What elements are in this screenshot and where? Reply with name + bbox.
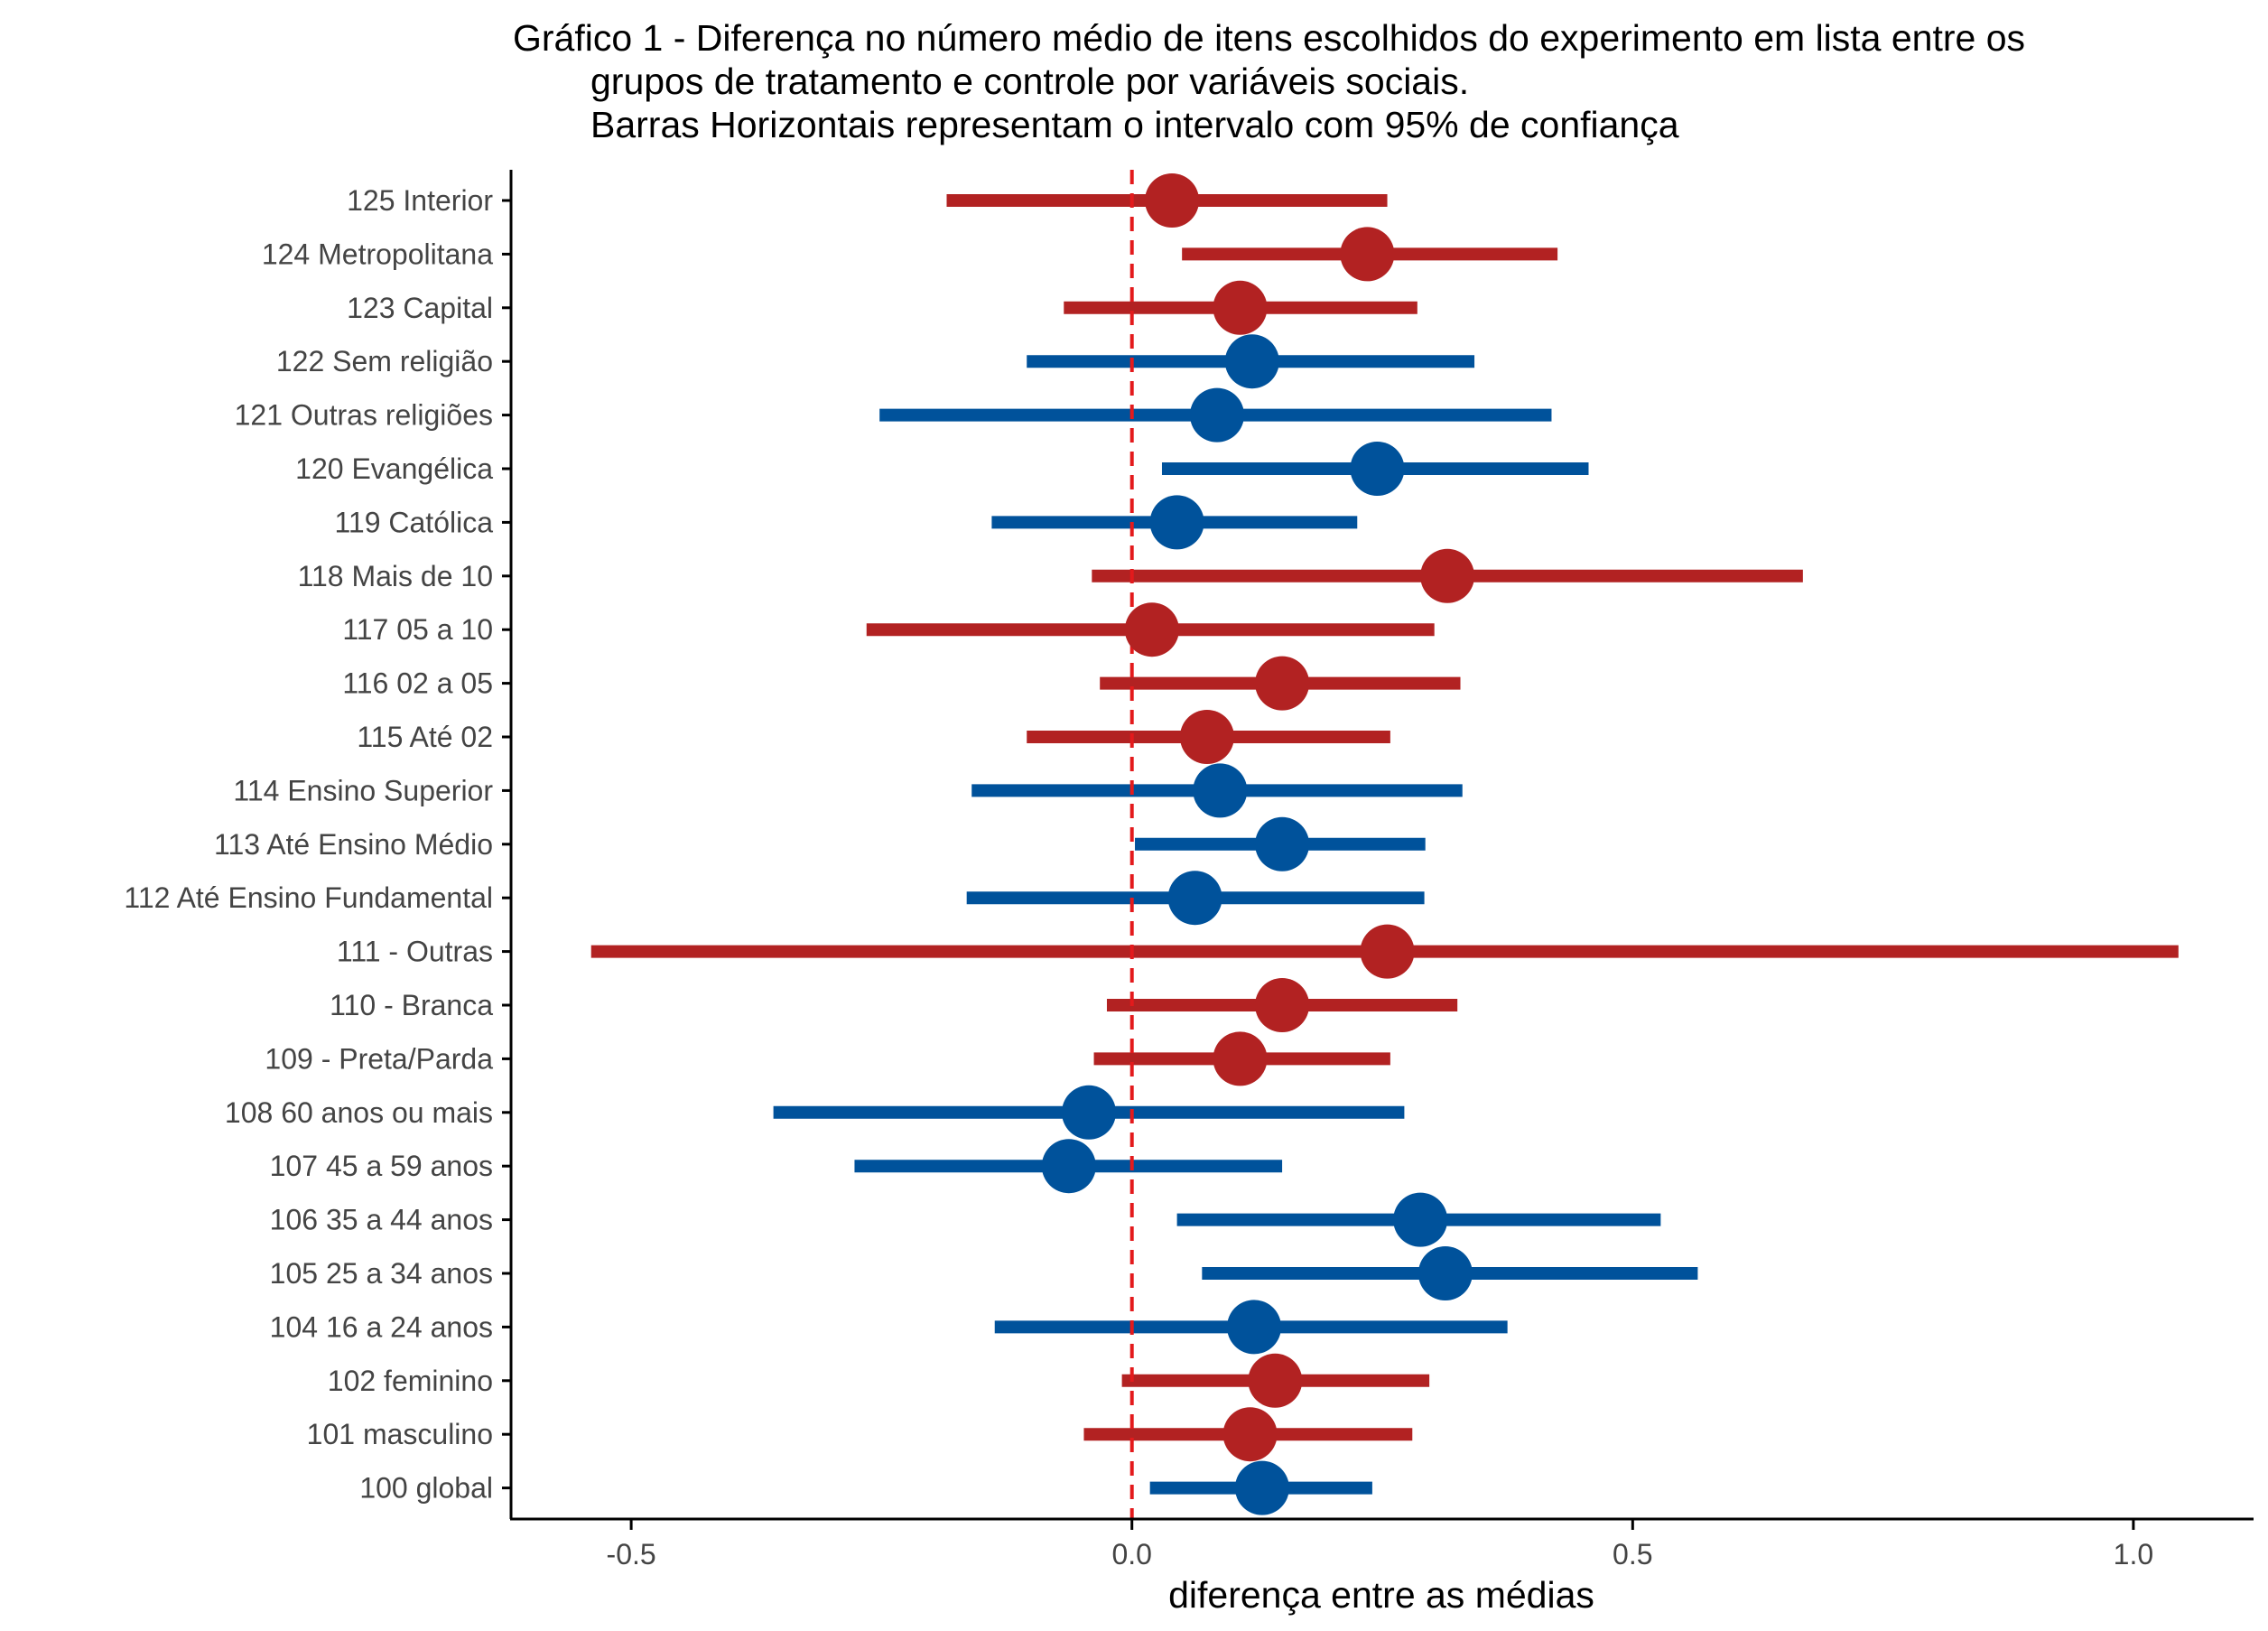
estimate-point	[1360, 924, 1415, 979]
estimate-point	[1340, 227, 1395, 282]
estimate-point	[1248, 1353, 1303, 1408]
estimate-point	[1145, 173, 1200, 228]
y-tick-label: 110 - Branca	[330, 989, 493, 1021]
estimate-point	[1124, 602, 1179, 657]
chart-title-line-3: Barras Horizontais representam o interva…	[590, 104, 1679, 145]
y-tick-label: 101 masculino	[307, 1418, 493, 1450]
y-axis-ticks: 125 Interior 124 Metropolitana 123 Capital…	[124, 184, 511, 1505]
y-tick-label: 119 Católica	[334, 506, 493, 538]
y-tick-label: 105 25 a 34 anos	[270, 1257, 493, 1290]
estimate-point	[1062, 1085, 1117, 1140]
estimate-point	[1393, 1192, 1448, 1247]
estimate-point	[1255, 978, 1310, 1032]
x-tick-label: 1.0	[2114, 1538, 2153, 1570]
x-tick-label: -0.5	[607, 1538, 656, 1570]
estimate-point	[1213, 280, 1268, 335]
chart-title-line-2: grupos de tratamento e controle por vari…	[590, 61, 1470, 102]
estimate-point	[1420, 548, 1475, 603]
y-tick-label: 124 Metropolitana	[262, 238, 493, 270]
y-tick-label: 120 Evangélica	[295, 452, 493, 485]
y-tick-label: 117 05 a 10	[342, 613, 493, 646]
y-tick-label: 113 Até Ensino Médio	[214, 828, 493, 861]
y-tick-label: 122 Sem religião	[276, 345, 493, 377]
y-tick-label: 112 Até Ensino Fundamental	[124, 881, 493, 914]
estimate-point	[1234, 1460, 1289, 1515]
estimate-point	[1255, 656, 1310, 711]
y-tick-label: 109 - Preta/Parda	[265, 1042, 493, 1075]
y-tick-label: 107 45 a 59 anos	[270, 1150, 493, 1182]
estimate-point	[1213, 1031, 1268, 1086]
estimate-point	[1193, 763, 1248, 818]
y-tick-label: 111 - Outras	[337, 936, 493, 968]
estimate-point	[1179, 710, 1234, 764]
estimate-point	[1149, 495, 1204, 550]
x-axis-label: diferença entre as médias	[1168, 1574, 1594, 1616]
y-tick-label: 121 Outras religiões	[235, 399, 493, 432]
x-tick-label: 0.0	[1111, 1538, 1151, 1570]
y-tick-label: 116 02 a 05	[342, 667, 493, 700]
estimate-point	[1227, 1300, 1282, 1355]
y-tick-label: 102 feminino	[328, 1365, 493, 1397]
y-tick-label: 114 Ensino Superior	[233, 774, 493, 806]
x-axis-ticks: -0.5 0.0 0.5 1.0	[607, 1519, 2153, 1570]
estimate-point	[1224, 334, 1279, 389]
estimate-point	[1350, 442, 1405, 496]
plot-points	[1041, 173, 1475, 1515]
y-tick-label: 115 Até 02	[357, 721, 493, 753]
y-tick-label: 100 global	[359, 1472, 493, 1505]
chart-title-line-1: Gráfico 1 - Diferença no número médio de…	[513, 17, 2026, 59]
estimate-point	[1222, 1407, 1278, 1462]
estimate-point	[1167, 871, 1222, 926]
y-tick-label: 108 60 anos ou mais	[225, 1096, 493, 1129]
estimate-point	[1418, 1246, 1473, 1300]
y-tick-label: 106 35 a 44 anos	[270, 1204, 493, 1236]
estimate-point	[1041, 1139, 1096, 1194]
y-tick-label: 118 Mais de 10	[298, 560, 493, 592]
plot-rows	[590, 194, 2179, 1495]
x-tick-label: 0.5	[1613, 1538, 1652, 1570]
y-tick-label: 123 Capital	[347, 292, 493, 324]
estimate-point	[1255, 816, 1310, 871]
y-tick-label: 104 16 a 24 anos	[270, 1310, 493, 1343]
y-tick-label: 125 Interior	[347, 184, 493, 217]
estimate-point	[1189, 387, 1244, 443]
